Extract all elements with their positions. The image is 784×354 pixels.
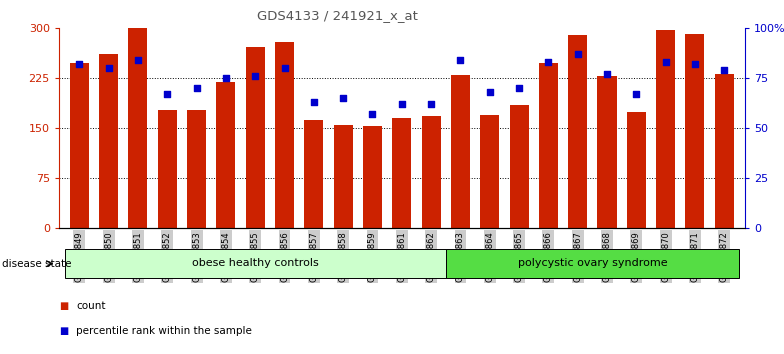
Bar xyxy=(685,34,705,228)
Bar xyxy=(187,110,206,228)
Bar xyxy=(64,249,446,278)
Point xyxy=(425,102,437,107)
Text: GDS4133 / 241921_x_at: GDS4133 / 241921_x_at xyxy=(256,9,418,22)
Point xyxy=(688,62,701,67)
Bar xyxy=(715,74,734,228)
Text: polycystic ovary syndrome: polycystic ovary syndrome xyxy=(517,258,667,268)
Point xyxy=(307,99,320,105)
Bar xyxy=(158,110,177,228)
Text: obese healthy controls: obese healthy controls xyxy=(192,258,318,268)
Bar xyxy=(99,54,118,228)
Bar xyxy=(129,28,147,228)
Bar xyxy=(363,126,382,228)
Text: ■: ■ xyxy=(59,326,68,336)
Point xyxy=(630,91,643,97)
Point xyxy=(249,74,262,79)
Point xyxy=(513,86,525,91)
Point xyxy=(103,65,115,71)
Point xyxy=(659,59,672,65)
Point xyxy=(395,102,408,107)
Text: percentile rank within the sample: percentile rank within the sample xyxy=(76,326,252,336)
Point xyxy=(718,68,731,73)
Bar xyxy=(510,105,528,228)
Point xyxy=(278,65,291,71)
Point xyxy=(572,51,584,57)
Bar xyxy=(392,118,412,228)
Bar xyxy=(481,115,499,228)
Bar xyxy=(304,120,323,228)
Text: count: count xyxy=(76,301,106,311)
Bar xyxy=(568,35,587,228)
Bar xyxy=(245,47,265,228)
Point xyxy=(366,112,379,117)
Point xyxy=(161,91,173,97)
Point xyxy=(484,90,496,95)
Bar xyxy=(70,63,89,228)
Text: disease state: disease state xyxy=(2,259,72,269)
Point xyxy=(337,96,350,101)
Bar xyxy=(446,249,739,278)
Bar xyxy=(275,42,294,228)
Point xyxy=(220,75,232,81)
Point xyxy=(191,86,203,91)
Point xyxy=(601,72,613,77)
Bar xyxy=(626,112,646,228)
Text: ■: ■ xyxy=(59,301,68,311)
Bar xyxy=(451,75,470,228)
Point xyxy=(454,57,466,63)
Point xyxy=(542,59,554,65)
Point xyxy=(132,57,144,63)
Point xyxy=(73,62,85,67)
Bar xyxy=(216,82,235,228)
Bar xyxy=(597,76,616,228)
Bar xyxy=(656,30,675,228)
Bar xyxy=(422,116,441,228)
Bar xyxy=(334,125,353,228)
Bar xyxy=(539,63,558,228)
